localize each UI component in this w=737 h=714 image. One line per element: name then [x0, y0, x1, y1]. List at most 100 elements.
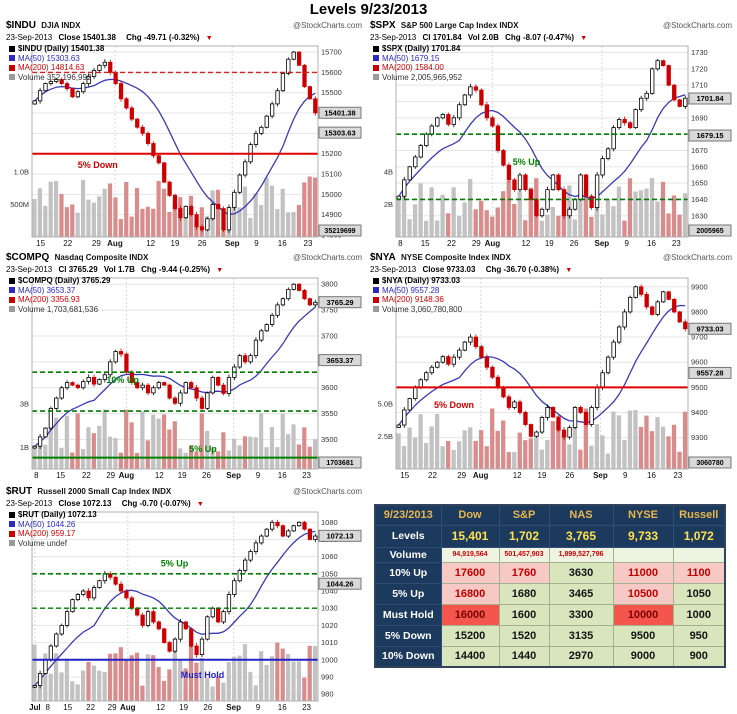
chg-label: Chg: [505, 33, 521, 42]
svg-text:26: 26: [570, 239, 579, 248]
chart-date: 23-Sep-2013: [6, 265, 53, 274]
chart-panel-indu: @StockCharts.com $INDU DJIA INDX 23-Sep-…: [6, 20, 362, 248]
svg-text:16: 16: [278, 703, 287, 712]
svg-text:1679.15: 1679.15: [696, 131, 723, 140]
vol-label: Vol: [103, 265, 116, 274]
svg-text:15000: 15000: [321, 190, 342, 199]
change-down-icon: ▼: [216, 267, 224, 274]
change-down-icon: ▼: [196, 501, 204, 508]
svg-text:3800: 3800: [321, 280, 338, 289]
legend-main: $INDU (Daily) 15401.38: [18, 44, 105, 53]
svg-text:1640: 1640: [691, 195, 708, 204]
table-row: 5% Down 15200 1520 3135 9500 950: [374, 624, 726, 647]
svg-text:14900: 14900: [321, 210, 342, 219]
svg-text:15200: 15200: [321, 149, 342, 158]
chart-subtitle-row: 23-Sep-2013 Cl 3765.29 Vol 1.7B Chg -9.4…: [6, 264, 362, 275]
svg-text:1044.26: 1044.26: [326, 579, 353, 588]
legend-ma50: MA(50) 1679.15: [382, 53, 440, 63]
svg-text:1710: 1710: [691, 81, 708, 90]
svg-text:1080: 1080: [321, 518, 338, 527]
chart-title-row: @StockCharts.com $INDU DJIA INDX: [6, 20, 362, 32]
volume-icon: [9, 540, 15, 547]
svg-text:5% Up: 5% Up: [513, 157, 541, 167]
svg-text:Sep: Sep: [593, 471, 608, 480]
legend-main: $SPX (Daily) 1701.84: [382, 44, 461, 53]
svg-text:1020: 1020: [321, 621, 338, 630]
candlestick-chart: 1080107010601050104010301020101010009909…: [6, 509, 362, 712]
svg-text:1010: 1010: [321, 638, 338, 647]
chart-symbol: $SPX: [370, 20, 396, 31]
svg-text:9: 9: [256, 471, 261, 480]
chart-legend: $INDU (Daily) 15401.38 MA(50) 15303.63 M…: [9, 44, 104, 82]
chart-panel-rut: @StockCharts.com $RUT Russell 2000 Small…: [6, 486, 362, 712]
svg-text:3653.37: 3653.37: [326, 356, 353, 365]
svg-text:26: 26: [198, 239, 207, 248]
chg-label: Chg: [141, 265, 157, 274]
svg-text:23: 23: [304, 239, 313, 248]
svg-text:1670: 1670: [691, 146, 708, 155]
chart-subtitle-row: 23-Sep-2013 Close 9733.03 Chg -36.70 (-0…: [370, 264, 732, 275]
svg-text:15600: 15600: [321, 68, 342, 77]
svg-text:Aug: Aug: [119, 471, 135, 480]
volume-value: 501,457,903: [498, 546, 550, 563]
levels-table: 9/23/2013 Dow S&P NAS NYSE Russell Level…: [374, 504, 726, 668]
svg-text:9400: 9400: [691, 408, 708, 417]
legend-volume: Volume 1,703,681,536: [18, 304, 99, 314]
source-credit: @StockCharts.com: [662, 253, 732, 262]
svg-text:9733.03: 9733.03: [696, 324, 723, 333]
svg-text:22: 22: [428, 471, 437, 480]
svg-text:9800: 9800: [691, 307, 708, 316]
row-label: Volume: [374, 546, 442, 563]
svg-text:3B: 3B: [20, 400, 29, 409]
ma200-icon: [9, 530, 15, 537]
chart-subtitle-row: 23-Sep-2013 Close 1072.13 Chg -0.70 (-0.…: [6, 498, 362, 509]
svg-text:16: 16: [278, 239, 287, 248]
table-row: 10% Up 17600 1760 3630 11000 1100: [374, 561, 726, 584]
svg-text:Aug: Aug: [473, 471, 489, 480]
svg-text:35219699: 35219699: [324, 228, 355, 235]
svg-text:1000: 1000: [321, 655, 338, 664]
chg-value: -9.44 (-0.25%): [158, 265, 211, 274]
level-cell: 16800: [440, 582, 500, 605]
svg-text:Sep: Sep: [225, 239, 240, 248]
level-cell: 1520: [498, 624, 550, 647]
chart-symbol: $INDU: [6, 20, 37, 31]
close-value: 1072.13: [82, 499, 112, 508]
level-cell: 9500: [612, 624, 674, 647]
svg-text:1701.84: 1701.84: [696, 94, 724, 103]
svg-text:2005965: 2005965: [696, 228, 723, 235]
svg-text:1720: 1720: [691, 64, 708, 73]
ma50-icon: [373, 55, 379, 62]
chart-date: 23-Sep-2013: [370, 33, 417, 42]
svg-text:19: 19: [179, 703, 188, 712]
table-row: 10% Down 14400 1440 2970 9000 900: [374, 645, 726, 668]
svg-text:15303.63: 15303.63: [324, 128, 355, 137]
svg-text:1.0B: 1.0B: [14, 168, 29, 177]
legend-volume: Volume undef: [18, 538, 67, 548]
svg-text:5% Down: 5% Down: [434, 400, 474, 410]
ma200-icon: [9, 64, 15, 71]
svg-text:990: 990: [321, 672, 334, 681]
svg-text:23: 23: [302, 703, 311, 712]
series-icon: [9, 511, 15, 518]
page-title: Levels 9/23/2013: [309, 1, 428, 18]
level-cell: 11000: [612, 561, 674, 584]
level-cell: 10000: [612, 603, 674, 626]
close-label: Cl: [58, 265, 67, 274]
levels-table-container: 9/23/2013 Dow S&P NAS NYSE Russell Level…: [374, 504, 732, 668]
svg-text:12: 12: [513, 471, 522, 480]
chart-symbol: $NYA: [370, 252, 396, 263]
table-header-row: 9/23/2013 Dow S&P NAS NYSE Russell: [374, 504, 726, 526]
svg-text:Sep: Sep: [226, 471, 241, 480]
svg-text:1040: 1040: [321, 587, 338, 596]
level-cell: 3300: [548, 603, 614, 626]
vol-value: 1.7B: [117, 265, 135, 274]
svg-text:29: 29: [108, 703, 117, 712]
chart-desc: DJIA INDX: [41, 21, 81, 30]
volume-icon: [373, 74, 379, 81]
volume-value: [612, 546, 674, 563]
chg-value: -36.70 (-0.38%): [503, 265, 560, 274]
svg-text:9: 9: [254, 239, 259, 248]
chart-date: 23-Sep-2013: [370, 265, 417, 274]
svg-text:9557.28: 9557.28: [696, 369, 723, 378]
